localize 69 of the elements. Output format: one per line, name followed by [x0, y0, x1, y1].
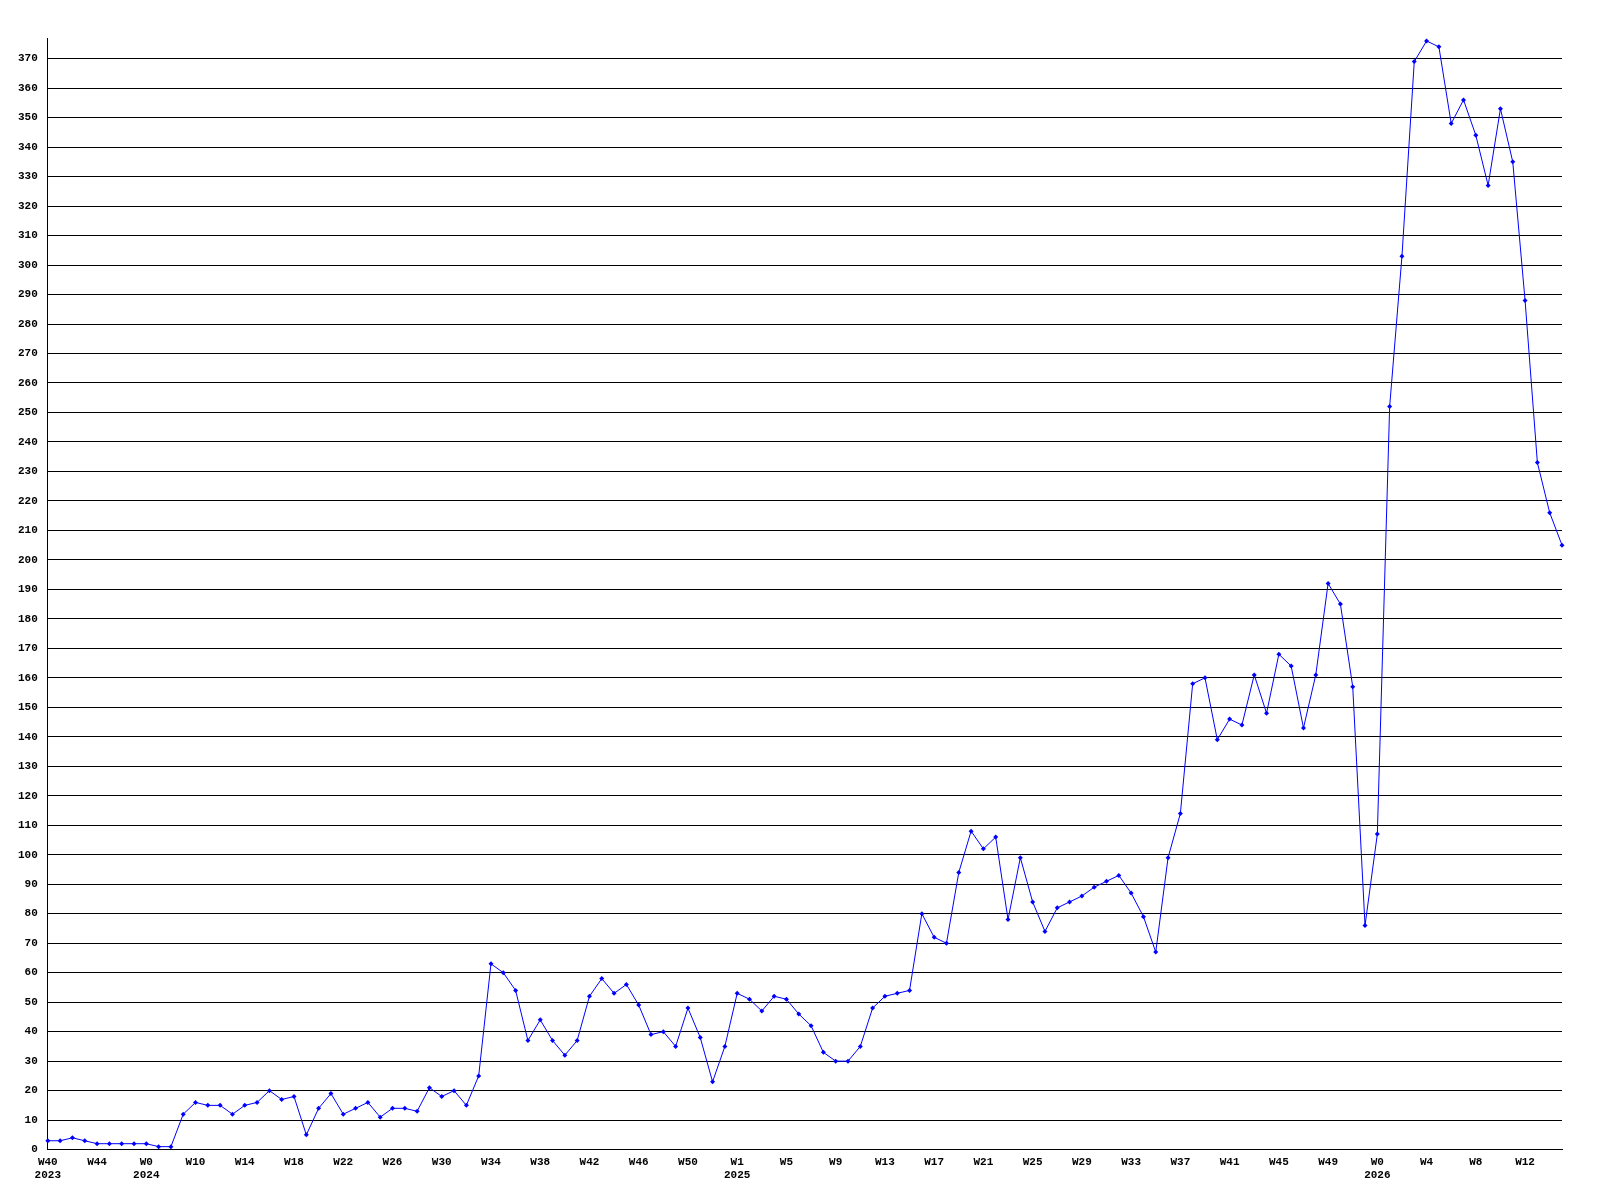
x-tick-label: W34 — [481, 1155, 502, 1168]
y-tick-label: 90 — [24, 878, 38, 890]
x-tick-label: W14 — [234, 1155, 256, 1168]
x-tick-label: W9 — [829, 1155, 843, 1168]
y-tick-label: 270 — [17, 347, 38, 360]
x-tick-label: W5 — [779, 1155, 794, 1168]
y-tick-label: 190 — [17, 583, 38, 596]
x-tick-label: W1 2025 — [723, 1155, 751, 1182]
x-tick-label: W13 — [875, 1155, 896, 1168]
y-tick-label: 140 — [17, 730, 38, 743]
y-tick-label: 300 — [17, 258, 38, 271]
y-tick-label: 170 — [17, 642, 38, 655]
x-tick-label: W33 — [1121, 1155, 1142, 1168]
y-tick-label: 370 — [17, 52, 38, 65]
y-tick-label: 250 — [17, 406, 38, 419]
x-tick-label: W17 — [924, 1155, 945, 1168]
y-tick-label: 60 — [24, 966, 38, 979]
y-tick-label: 0 — [31, 1143, 38, 1156]
x-tick-label: W44 — [87, 1155, 108, 1168]
y-tick-label: 260 — [17, 376, 38, 389]
y-tick-label: 320 — [17, 199, 38, 212]
x-tick-label: W40 2023 — [34, 1155, 62, 1182]
x-tick-label: W29 — [1071, 1155, 1092, 1168]
x-tick-label: W45 — [1268, 1155, 1290, 1168]
y-tick-label: 360 — [17, 81, 38, 94]
y-tick-label: 240 — [17, 435, 38, 448]
y-tick-label: 200 — [17, 553, 38, 566]
y-tick-label: 230 — [17, 465, 38, 478]
x-tick-label: W41 — [1219, 1155, 1240, 1168]
y-tick-label: 290 — [17, 288, 38, 301]
y-tick-label: 350 — [17, 111, 38, 124]
x-tick-label: W30 — [431, 1155, 452, 1168]
y-tick-label: 10 — [24, 1113, 38, 1126]
y-tick-label: 340 — [17, 140, 38, 153]
y-tick-label: 160 — [17, 671, 38, 684]
y-tick-label: 180 — [17, 612, 38, 625]
x-tick-label: W18 — [284, 1155, 305, 1168]
x-tick-label: W21 — [973, 1155, 994, 1168]
x-tick-label: W38 — [530, 1155, 551, 1168]
y-tick-label: 310 — [17, 229, 38, 242]
y-tick-label: 130 — [17, 760, 38, 773]
x-tick-label: W8 — [1469, 1155, 1483, 1168]
y-tick-label: 80 — [24, 907, 38, 920]
x-tick-label: W10 — [185, 1155, 206, 1168]
y-tick-label: 110 — [17, 819, 38, 832]
x-tick-label: W0 2024 — [133, 1155, 160, 1182]
y-tick-label: 120 — [17, 789, 38, 802]
x-tick-label: W42 — [579, 1155, 600, 1168]
x-tick-label: W26 — [382, 1155, 403, 1168]
y-tick-label: 30 — [24, 1054, 38, 1067]
x-tick-label: W22 — [333, 1155, 354, 1168]
x-tick-label: W0 2026 — [1364, 1155, 1391, 1182]
x-tick-label: W25 — [1022, 1155, 1043, 1168]
x-tick-label: W12 — [1515, 1155, 1535, 1168]
y-tick-label: 70 — [24, 936, 38, 949]
y-tick-label: 280 — [17, 317, 38, 330]
y-tick-label: 40 — [24, 1025, 38, 1038]
y-tick-label: 20 — [24, 1084, 38, 1097]
x-tick-label: W50 — [678, 1155, 698, 1168]
y-tick-label: 100 — [17, 848, 38, 861]
y-tick-label: 220 — [17, 494, 38, 507]
y-tick-label: 210 — [17, 524, 38, 537]
x-tick-label: W37 — [1170, 1155, 1191, 1168]
y-tick-label: 150 — [17, 701, 38, 714]
x-tick-label: W4 — [1419, 1155, 1434, 1168]
x-tick-label: W46 — [628, 1155, 649, 1168]
y-tick-label: 50 — [24, 995, 38, 1008]
x-tick-label: W49 — [1318, 1155, 1339, 1168]
y-tick-label: 330 — [17, 170, 38, 183]
